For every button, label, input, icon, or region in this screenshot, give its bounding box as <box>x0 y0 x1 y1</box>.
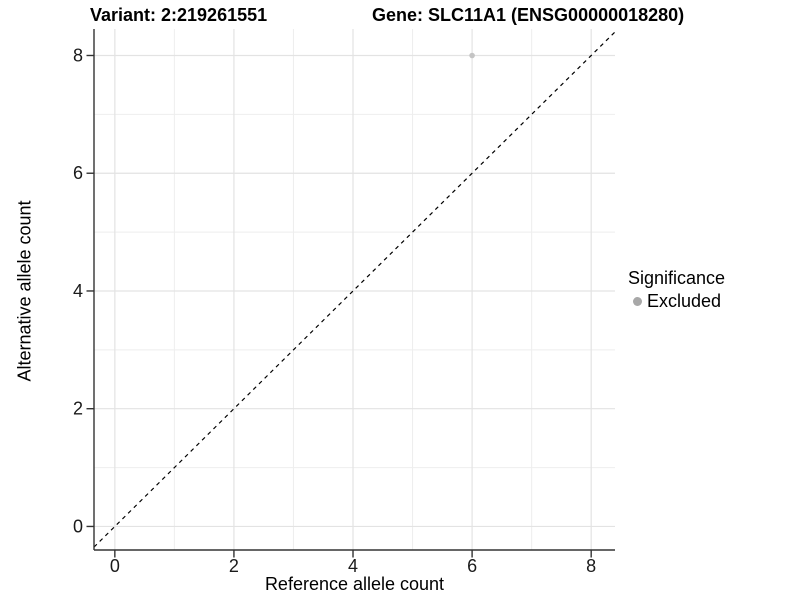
x-tick-label: 6 <box>467 556 477 576</box>
y-tick-label: 4 <box>73 281 83 301</box>
y-tick-label: 6 <box>73 163 83 183</box>
x-axis-label: Reference allele count <box>264 574 445 594</box>
x-tick-label: 2 <box>229 556 239 576</box>
x-tick-label: 0 <box>110 556 120 576</box>
excluded-point-icon <box>633 297 642 306</box>
x-tick-label: 4 <box>348 556 358 576</box>
y-tick-label: 0 <box>73 516 83 536</box>
data-point-excluded <box>469 52 475 59</box>
legend-entry-excluded: Excluded <box>633 291 725 312</box>
legend-entry-label: Excluded <box>647 291 722 311</box>
variant-title: Variant: 2:219261551 <box>90 5 268 25</box>
legend-title: Significance <box>628 268 726 288</box>
legend: Significance Excluded <box>628 268 725 312</box>
y-tick-label: 8 <box>73 45 83 65</box>
identity-dashed-line <box>93 31 616 548</box>
gene-title: Gene: SLC11A1 (ENSG00000018280) <box>372 5 685 25</box>
y-tick-label: 2 <box>73 399 83 419</box>
y-axis-label: Alternative allele count <box>14 200 35 382</box>
x-tick-label: 8 <box>586 556 596 576</box>
